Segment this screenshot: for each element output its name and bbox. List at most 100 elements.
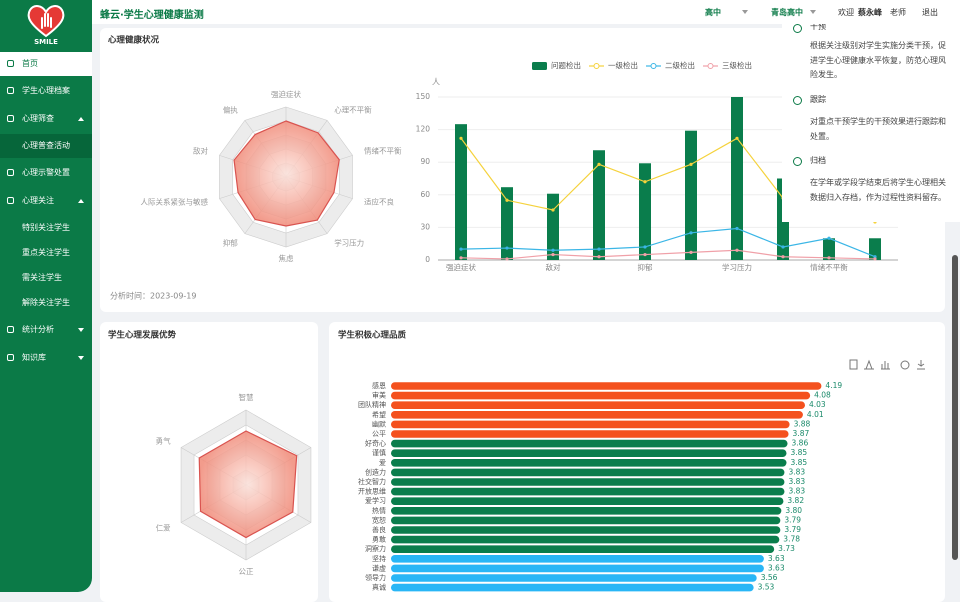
line — [460, 227, 876, 258]
caret — [810, 10, 816, 14]
bar-label: 勇敢 — [372, 535, 386, 544]
bar — [391, 401, 805, 409]
radar-label: 超越 — [321, 523, 336, 533]
bar — [391, 507, 782, 515]
bar — [391, 478, 785, 486]
radar-label: 强迫症状 — [271, 89, 301, 99]
line-point — [551, 252, 555, 257]
menu-label: 心理示警处置 — [22, 168, 70, 177]
bar — [731, 97, 743, 260]
toolbox[interactable] — [849, 359, 925, 370]
menu-item[interactable]: 统计分析 — [0, 318, 92, 342]
menu-item[interactable]: 心理示警处置 — [0, 161, 92, 185]
legend-label: 三级检出 — [722, 60, 752, 70]
value-label: 3.63 — [768, 554, 785, 563]
bar — [391, 382, 822, 390]
bar-label: 领导力 — [365, 573, 386, 582]
line-point — [873, 257, 877, 261]
bar-label: 善良 — [372, 525, 386, 534]
line-point — [459, 256, 463, 260]
bar — [501, 187, 513, 260]
sidebar: SMILE 首页 学生心理档案 心理筛查 心理普查活动 心理示警处置 心理关注 … — [0, 0, 92, 592]
timeline-text: 根据关注级别对学生实施分类干预，促进学生心理健康水平恢复，防范心理风险发生。 — [810, 41, 946, 79]
bar-label: 爱 — [379, 459, 386, 467]
bar-label: 开放思维 — [358, 487, 386, 496]
bar — [391, 468, 785, 477]
caret — [742, 10, 748, 14]
radar-label: 偏执 — [223, 105, 238, 115]
value-label: 3.85 — [791, 458, 808, 467]
line-point — [781, 245, 785, 249]
submenu-item[interactable]: 特别关注学生 — [0, 216, 92, 240]
line-point — [505, 257, 509, 261]
value-label: 3.78 — [783, 535, 800, 544]
menu-label: 解除关注学生 — [22, 298, 70, 307]
x-tick-label: 抑郁 — [638, 262, 653, 272]
panel-title: 心理健康状况 — [108, 35, 160, 46]
submenu-item[interactable]: 需关注学生 — [0, 266, 92, 290]
timeline: 干预 根据关注级别对学生实施分类干预，促进学生心理健康水平恢复，防范心理风险发生… — [782, 0, 960, 222]
value-label: 3.73 — [778, 544, 795, 553]
menu-item[interactable]: 学生心理档案 — [0, 79, 92, 103]
bar-label: 真诚 — [372, 583, 386, 592]
bar — [547, 193, 559, 260]
user-role: 老师 — [890, 8, 906, 17]
line-point — [597, 255, 601, 259]
timeline-title: 归档 — [810, 156, 826, 165]
bar — [391, 420, 790, 429]
y-tick-label: 120 — [416, 125, 431, 134]
school-select[interactable]: 青岛高中 — [771, 8, 803, 17]
bar-label: 爱学习 — [365, 496, 386, 505]
legend-label: 问题检出 — [551, 60, 581, 70]
bar-label: 希望 — [372, 410, 386, 419]
bar — [391, 574, 757, 582]
menu-label: 重点关注学生 — [22, 248, 70, 257]
bar — [391, 583, 754, 592]
submenu-item[interactable]: 重点关注学生 — [0, 241, 92, 265]
bar-label: 审美 — [372, 391, 386, 400]
bar — [391, 555, 764, 563]
line-point — [459, 247, 463, 251]
bar-label: 谨慎 — [372, 448, 386, 457]
radar-label: 敌对 — [193, 146, 208, 156]
value-label: 4.03 — [809, 400, 826, 409]
menu-label: 心理筛查 — [22, 114, 54, 123]
value-label: 3.56 — [761, 573, 778, 582]
bar — [391, 526, 781, 534]
analysis-time: 分析时间：2023-09-19 — [110, 291, 197, 301]
line-point — [735, 226, 739, 231]
y-axis-label: 人 — [432, 78, 440, 87]
line-point — [551, 208, 555, 212]
bar — [639, 163, 651, 260]
radar-label: 情绪不平衡 — [364, 146, 402, 156]
line-point — [827, 256, 831, 260]
radar-label: 学习压力 — [334, 237, 364, 247]
bar — [869, 238, 881, 260]
scrollbar[interactable] — [952, 255, 958, 560]
menu-item[interactable]: 心理筛查 — [0, 107, 92, 131]
radar-area — [233, 120, 340, 227]
submenu-item[interactable]: 心理普查活动 — [0, 134, 92, 158]
value-label: 3.79 — [784, 525, 801, 534]
submenu-item[interactable]: 解除关注学生 — [0, 291, 92, 315]
menu-item[interactable]: 心理关注 — [0, 189, 92, 213]
panel-title: 学生心理发展优势 — [108, 330, 177, 341]
line-point — [551, 248, 555, 252]
menu-label: 特别关注学生 — [22, 223, 70, 232]
logout[interactable]: 退出 — [922, 8, 938, 17]
level-select[interactable]: 高中 — [705, 8, 721, 17]
menu-item[interactable]: 知识库 — [0, 346, 92, 370]
value-label: 3.87 — [793, 429, 810, 438]
line-point — [827, 236, 831, 240]
x-tick-label: 敌对 — [546, 262, 561, 272]
menu-item[interactable]: 首页 — [0, 52, 92, 76]
value-label: 3.86 — [792, 439, 809, 448]
radar-label: 适应不良 — [364, 196, 394, 206]
y-tick-label: 60 — [420, 190, 430, 199]
bar — [685, 130, 697, 260]
line-point — [643, 252, 647, 257]
logo — [27, 5, 65, 38]
legend-swatch — [650, 63, 657, 69]
